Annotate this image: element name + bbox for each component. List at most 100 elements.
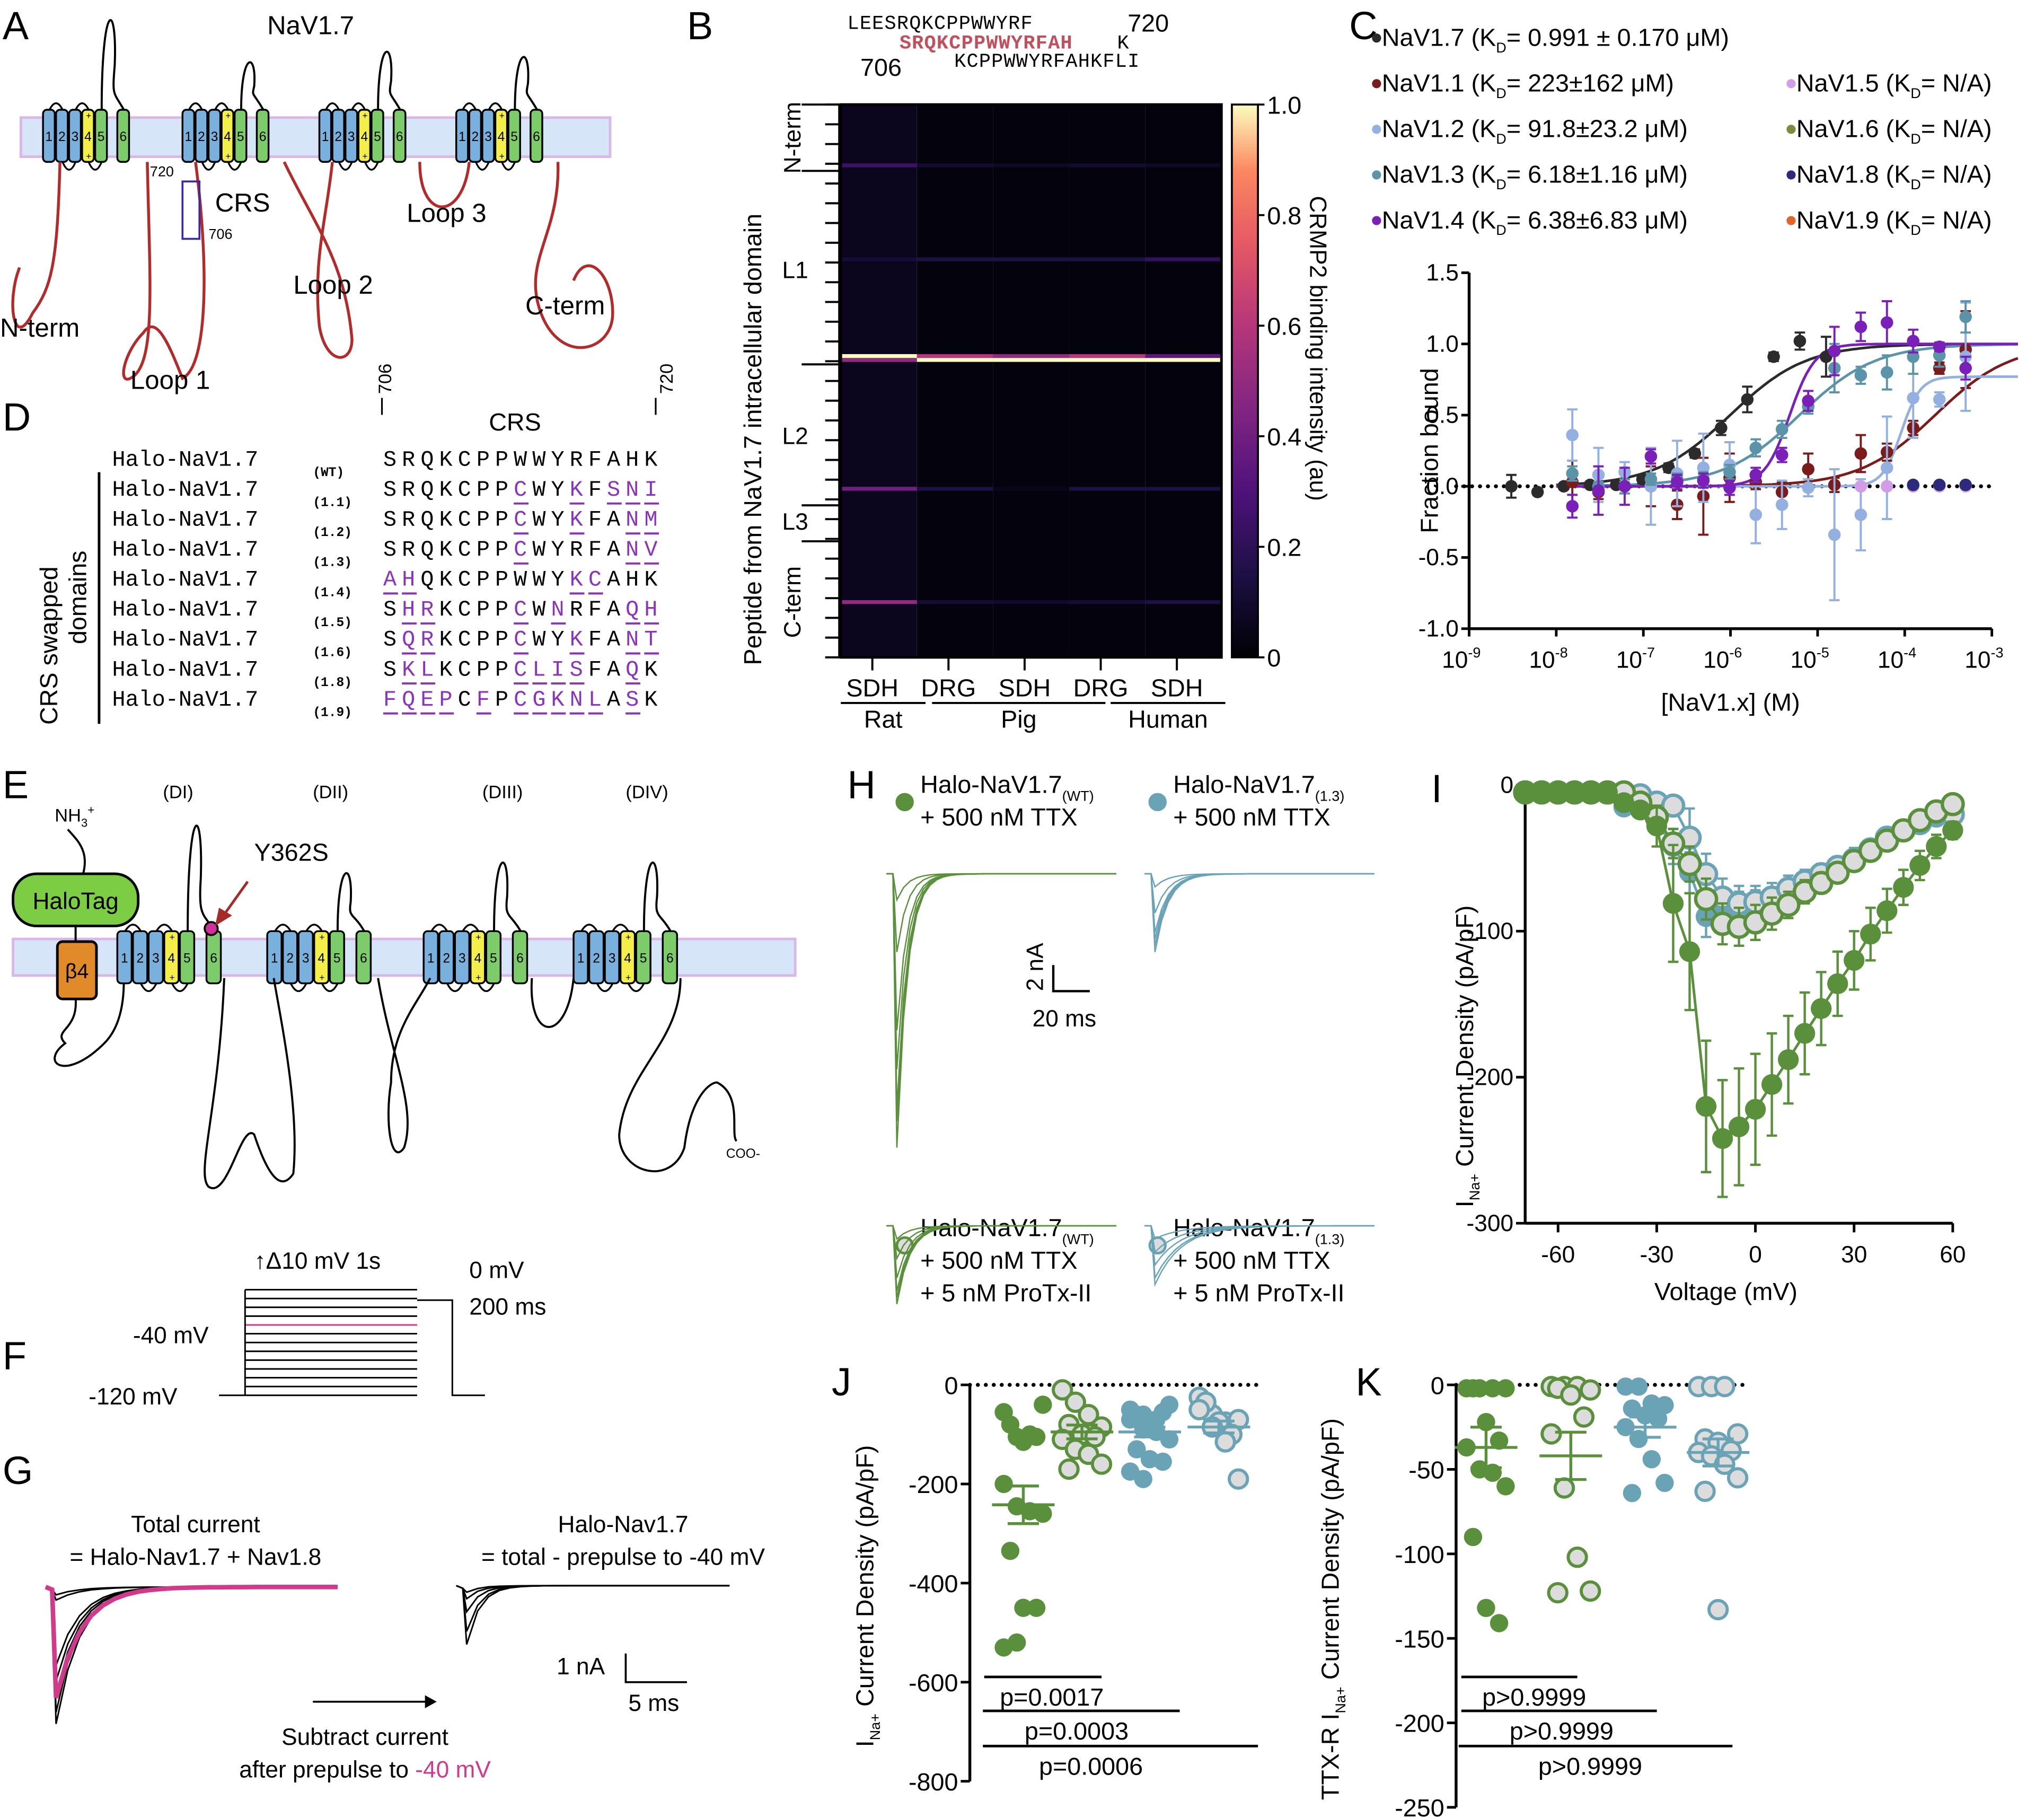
data-point — [1566, 467, 1579, 480]
c-ytick-label: -1.0 — [1419, 616, 1459, 642]
residue: K — [439, 447, 453, 472]
data-point — [1827, 973, 1848, 995]
inter-segment-loop — [214, 102, 229, 110]
heatmap-column-bg — [841, 104, 917, 657]
swapped-residue: L — [588, 687, 602, 713]
i-xtick-label: 30 — [1841, 1242, 1867, 1268]
residue: C — [458, 537, 471, 563]
construct-name: Halo-NaV1.7 — [112, 657, 258, 682]
heatmap-cell — [993, 257, 1070, 261]
hold-label: -120 mV — [89, 1384, 178, 1410]
loop2 — [283, 161, 354, 359]
heatmap-cell — [1069, 358, 1146, 362]
construct-variant: (1.8) — [313, 676, 352, 690]
data-point — [1775, 449, 1788, 461]
residue: P — [495, 567, 508, 593]
sequence-row: Halo-NaV1.7(1.4)A H Q K C P P W W Y K C A H K — [112, 567, 658, 601]
swapped-residue: E — [420, 687, 434, 713]
plus-sign: + — [499, 110, 505, 121]
a-d2-segment-3 — [207, 109, 222, 163]
h-scale-bar — [1052, 965, 1090, 993]
residue: C — [458, 657, 471, 682]
g-scale-x: 5 ms — [628, 1690, 679, 1716]
inter-segment-loop — [274, 924, 292, 932]
panel-c: C NaV1.7 (KD= 0.991 ± 0.170 μM) NaV1.1 (K… — [1349, 4, 2019, 716]
data-point — [1777, 1049, 1799, 1070]
residue: Y — [551, 627, 564, 653]
a-d1-segment-label: 6 — [120, 130, 127, 144]
panel-letter-a: A — [3, 4, 29, 48]
panel-letter-c: C — [1349, 4, 1377, 48]
a-d3-segment-4 — [357, 109, 372, 163]
e-d1-segment-4 — [163, 930, 180, 985]
swapped-residue: C — [514, 477, 527, 503]
domain-label: (DIV) — [625, 782, 668, 802]
swapped-residue: K — [570, 567, 584, 593]
data-point — [1597, 781, 1618, 803]
e-d2-segment-label: 3 — [302, 951, 310, 965]
data-point — [1531, 486, 1544, 498]
domain-label: (DI) — [163, 782, 193, 802]
total-current-trace — [45, 1586, 338, 1694]
data-point — [1933, 478, 1946, 491]
data-point — [1064, 1391, 1086, 1413]
residue: A — [607, 657, 621, 682]
legend-item-nav18: NaV1.8 (KD= N/A) — [1786, 161, 1992, 192]
heatmap-cell — [917, 163, 993, 168]
g-right-title-2: = total - prepulse to -40 mV — [481, 1544, 765, 1570]
residue: F — [588, 447, 602, 472]
residue: W — [532, 567, 546, 593]
column-label: DRG — [1073, 674, 1129, 702]
residue: K — [644, 687, 658, 713]
c-ylabel: Fraction bound — [1415, 368, 1443, 533]
residue: Q — [420, 567, 434, 593]
residue: K — [439, 597, 453, 622]
legend-item-nav16: NaV1.6 (KD= N/A) — [1786, 115, 1992, 147]
a-d4-segment-label: 5 — [510, 130, 518, 144]
inter-segment-loop — [462, 102, 477, 110]
current-traces-h — [886, 873, 1375, 1304]
legend-marker — [1372, 170, 1381, 180]
data-point — [1034, 1504, 1052, 1523]
loop1 — [122, 162, 206, 381]
condition-line-2: + 500 nM TTX — [1173, 1246, 1330, 1274]
e-d4-segment-label: 5 — [640, 951, 647, 965]
data-point — [1677, 851, 1702, 876]
legend-label: NaV1.4 (KD= 6.38±6.83 μM) — [1382, 206, 1688, 238]
loop3-e — [530, 978, 575, 1028]
plus-sign: + — [475, 932, 481, 943]
plus-sign: + — [499, 151, 505, 161]
a-d4-segment-label: 3 — [484, 130, 492, 144]
inter-segment-loop — [462, 924, 479, 932]
swapped-residue: G — [532, 687, 545, 713]
heatmap-cell — [993, 163, 1070, 168]
e-d2-segment-label: 5 — [333, 951, 341, 965]
data-point — [1767, 350, 1780, 363]
e-d1-segment-1 — [116, 930, 133, 985]
construct-variant: (1.6) — [313, 646, 352, 660]
plus-sign: + — [86, 110, 91, 121]
plus-sign: + — [363, 151, 368, 161]
inter-segment-loop — [501, 161, 516, 171]
swapped-residue: N — [625, 507, 639, 533]
e-d1-segment-2 — [132, 930, 148, 985]
legend-item-nav11: NaV1.1 (KD= 223±162 μM) — [1372, 69, 1674, 101]
swapped-residue: I — [644, 477, 657, 503]
colorbar-tick-label: 0 — [1267, 644, 1281, 672]
residue: S — [383, 507, 397, 533]
inter-segment-loop — [612, 924, 629, 932]
k-ylabel: TTX-R INa+ Current Density (pA/pF) — [1317, 1418, 1349, 1800]
construct-name: Halo-NaV1.7 — [112, 627, 258, 653]
data-point — [1828, 528, 1841, 541]
residue: W — [514, 447, 527, 472]
swapped-residue: H — [402, 597, 415, 622]
legend-label: NaV1.1 (KD= 223±162 μM) — [1382, 69, 1674, 101]
residue: W — [532, 597, 546, 622]
series-nav17 — [1505, 331, 1832, 499]
swapped-residue: N — [625, 537, 639, 563]
data-point — [1712, 1128, 1733, 1149]
heatmap-cell — [917, 354, 993, 358]
inter-segment-loop — [321, 982, 339, 993]
residue: Y — [551, 477, 564, 503]
